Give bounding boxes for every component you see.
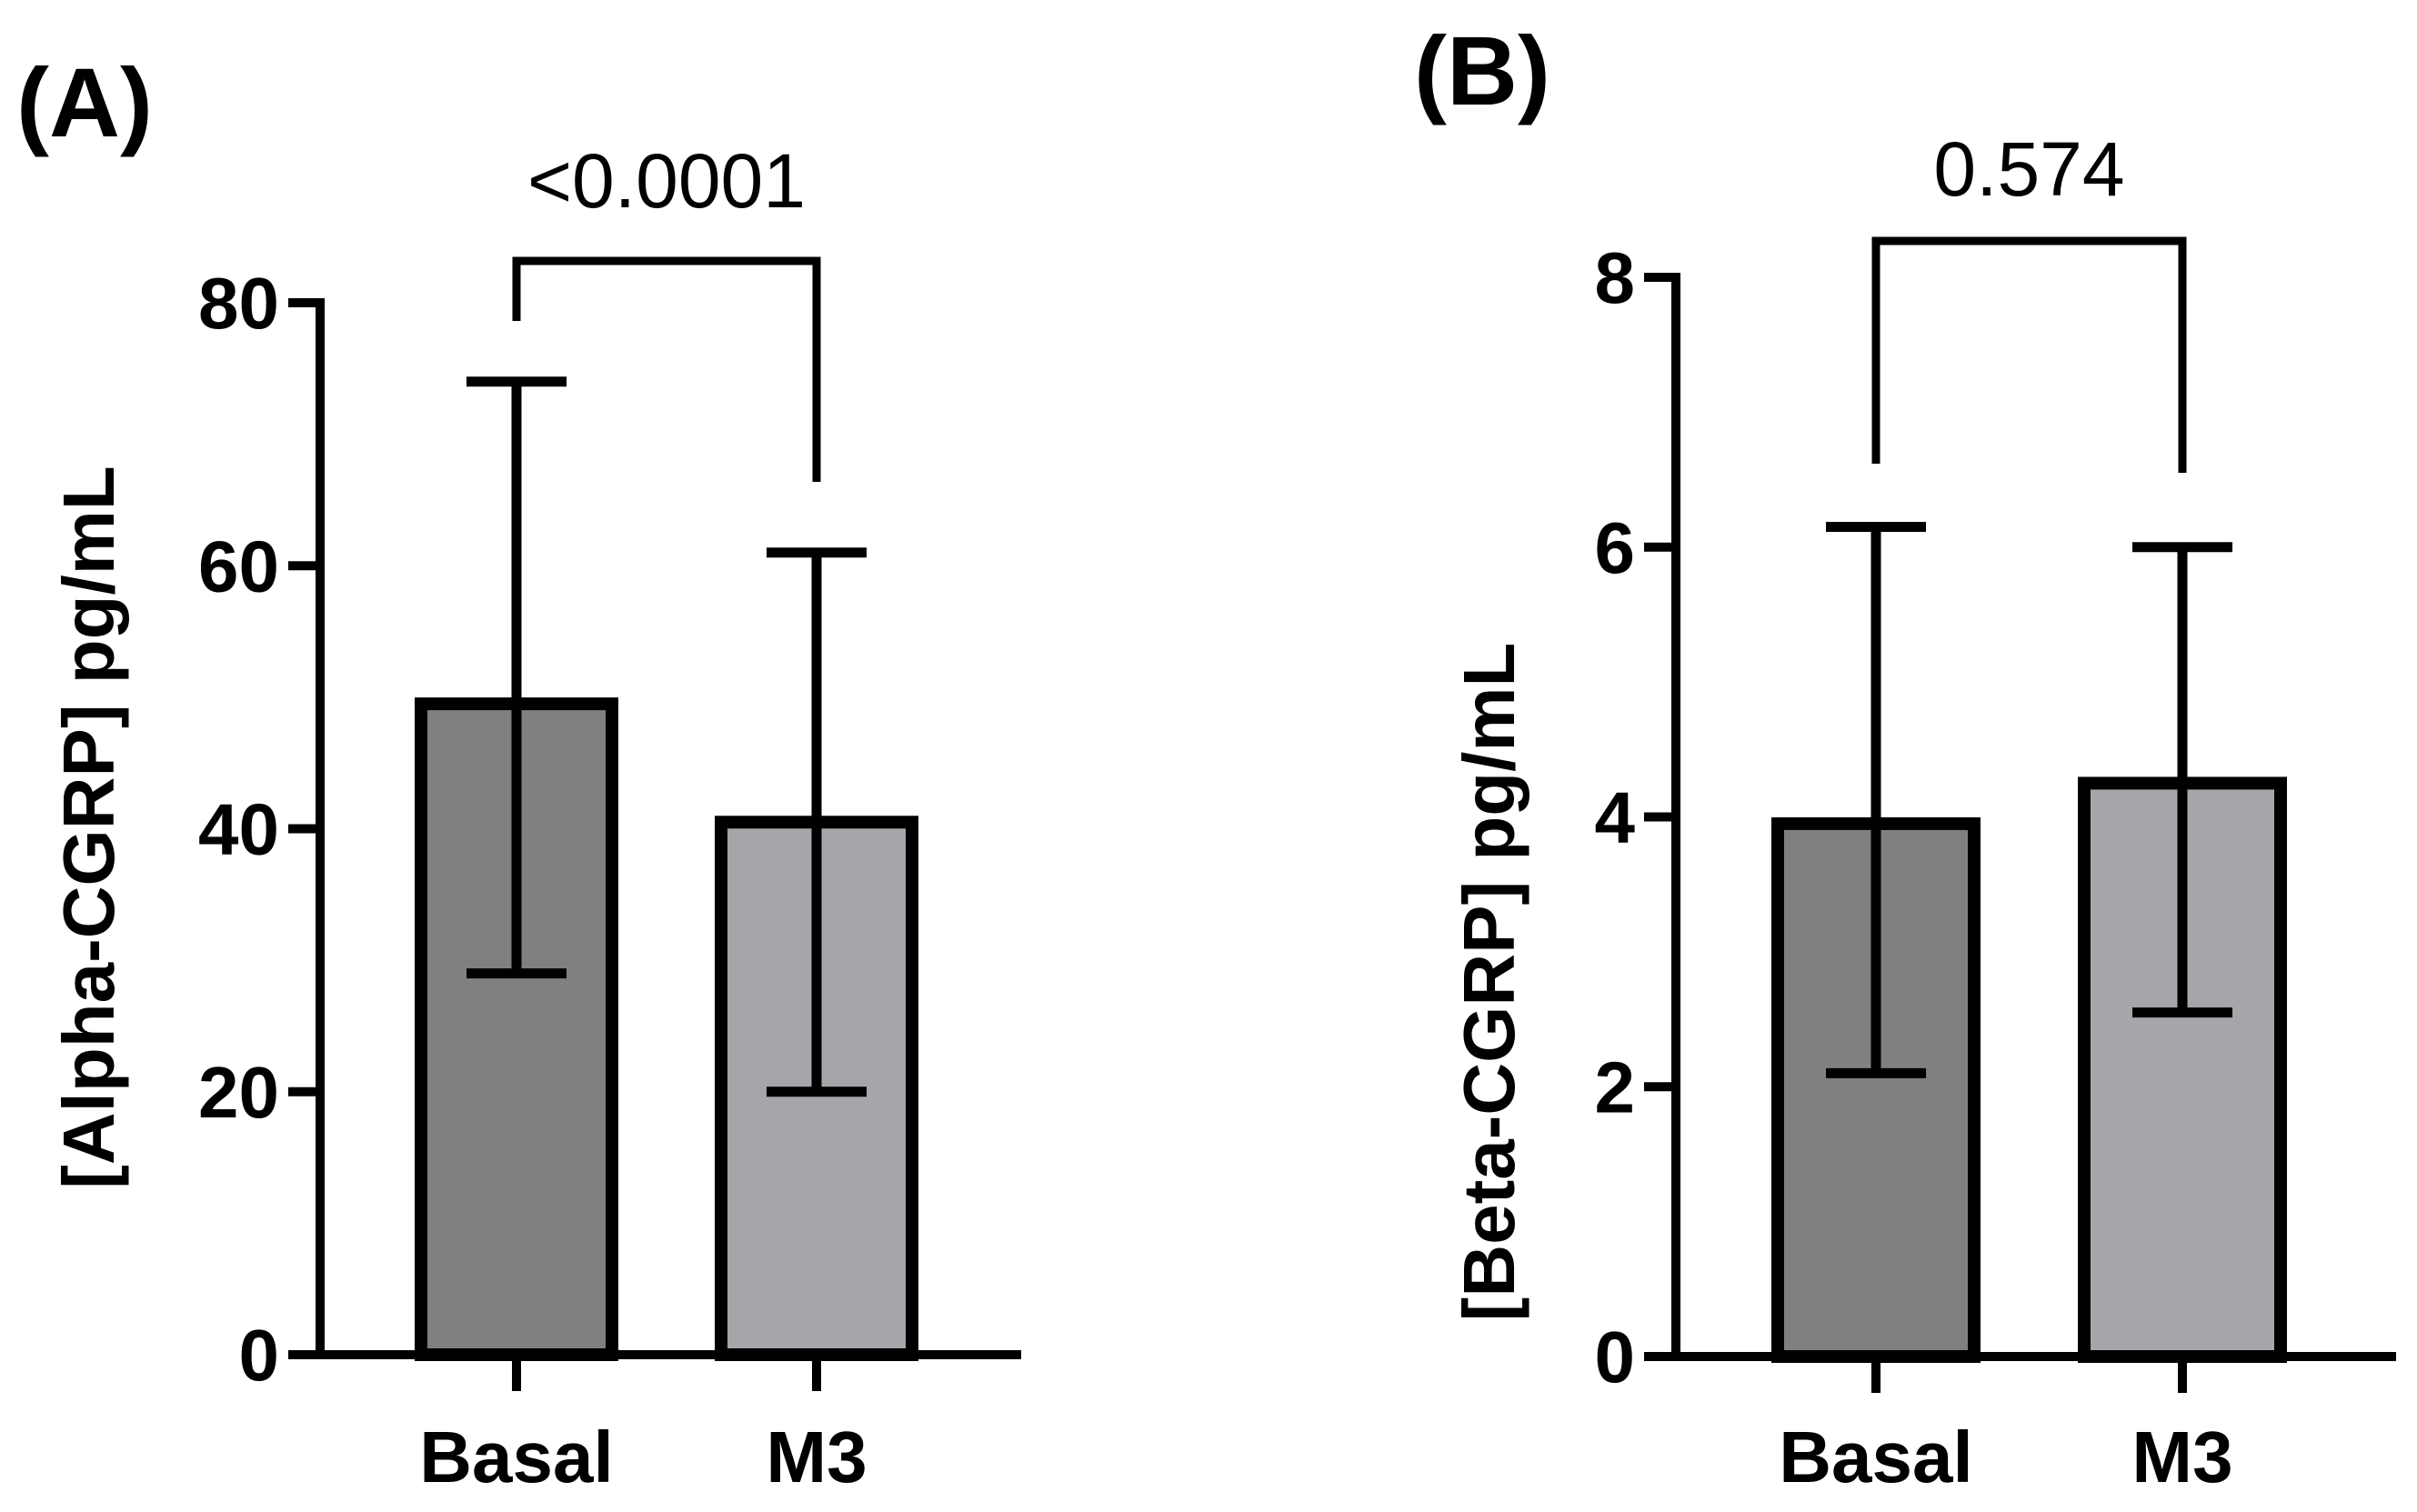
panel-a-significance-bracket	[512, 256, 821, 482]
panel-b-p-value: 0.574	[1933, 126, 2124, 212]
panel-a-ytick-label: 40	[198, 789, 279, 870]
panel-b-ylabel: [Beta-CGRP] pg/mL	[1449, 643, 1529, 1322]
panel-a-plot: 0 20 40 60 80 Basal M3 <0.0001	[198, 138, 1021, 1497]
panel-b-bar-basal	[1771, 816, 1981, 1363]
panel-b-ytick-label: 6	[1595, 507, 1636, 588]
panel-a-label: (A)	[16, 47, 153, 157]
panel-a-ytick-label: 20	[198, 1052, 279, 1133]
panel-a-ytick-label: 80	[198, 263, 279, 344]
panel-b-category-label: M3	[2131, 1417, 2232, 1497]
panel-b-errorbar-m3	[2132, 542, 2232, 1018]
panel-b-significance-bracket	[1871, 236, 2187, 473]
panel-b-ytick-label: 0	[1595, 1317, 1636, 1397]
panel-a-category-label: M3	[766, 1417, 867, 1497]
panel-b: (B) [Beta-CGRP] pg/mL 0 2 4 6 8 Basal M3 0.574	[1414, 15, 2396, 1497]
panel-a-category-label: Basal	[419, 1417, 613, 1497]
panel-a-ytick-label: 0	[239, 1315, 280, 1396]
panel-b-ytick-label: 4	[1595, 777, 1636, 858]
panel-b-ytick-label: 2	[1595, 1046, 1636, 1127]
panel-a: (A) [Alpha-CGRP] pg/mL 0 20 40 60 80 Basal M3 <…	[16, 47, 1021, 1497]
panel-a-p-value: <0.0001	[527, 138, 806, 224]
panel-b-category-label: Basal	[1779, 1417, 1972, 1497]
panel-b-label: (B)	[1414, 15, 1550, 125]
panel-b-plot: 0 2 4 6 8 Basal M3 0.574	[1595, 126, 2396, 1497]
panel-a-errorbar-m3	[767, 547, 867, 1097]
panel-a-ytick-label: 60	[198, 526, 279, 606]
panel-b-ytick-label: 8	[1595, 237, 1636, 318]
panel-b-errorbar-basal	[1826, 521, 1926, 1078]
panel-a-ylabel: [Alpha-CGRP] pg/mL	[48, 466, 129, 1188]
panel-a-errorbar-basal	[466, 376, 567, 979]
